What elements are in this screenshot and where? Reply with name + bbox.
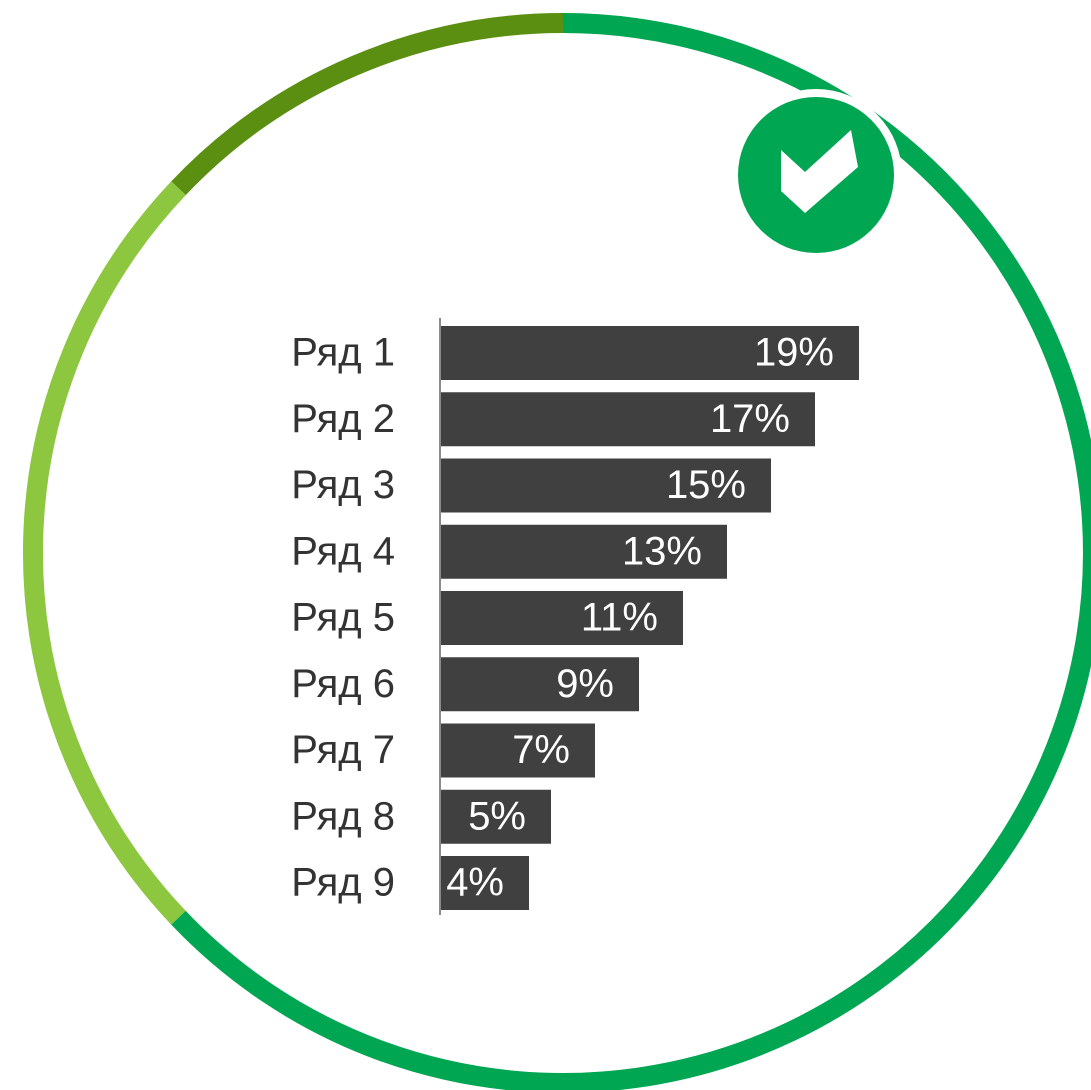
value-label: 5%	[468, 794, 526, 838]
bar	[441, 723, 595, 778]
check-mark	[781, 130, 858, 213]
bar	[441, 524, 727, 579]
bar	[441, 591, 683, 645]
category-label: Ряд 1	[291, 331, 395, 375]
value-label: 17%	[710, 397, 790, 441]
category-label: Ряд 2	[291, 397, 395, 441]
check-badge	[730, 89, 902, 261]
bar	[441, 458, 771, 513]
category-label: Ряд 9	[291, 861, 395, 905]
value-label: 4%	[446, 861, 504, 905]
bar	[441, 789, 551, 844]
bar	[441, 326, 859, 380]
ring-segment	[171, 13, 564, 196]
bar	[441, 392, 815, 447]
category-label: Ряд 7	[291, 728, 395, 772]
value-label: 19%	[754, 331, 834, 375]
category-label: Ряд 5	[291, 596, 395, 640]
category-label: Ряд 4	[291, 529, 395, 573]
category-label: Ряд 8	[291, 794, 395, 838]
value-label: 11%	[581, 596, 658, 640]
category-label: Ряд 3	[291, 463, 395, 507]
ring-segment	[22, 181, 186, 925]
bar	[441, 657, 639, 712]
value-label: 7%	[512, 728, 570, 772]
value-label: 9%	[556, 662, 614, 706]
value-label: 15%	[666, 463, 746, 507]
value-label: 13%	[622, 529, 702, 573]
bar	[441, 856, 529, 910]
category-label: Ряд 6	[291, 662, 395, 706]
